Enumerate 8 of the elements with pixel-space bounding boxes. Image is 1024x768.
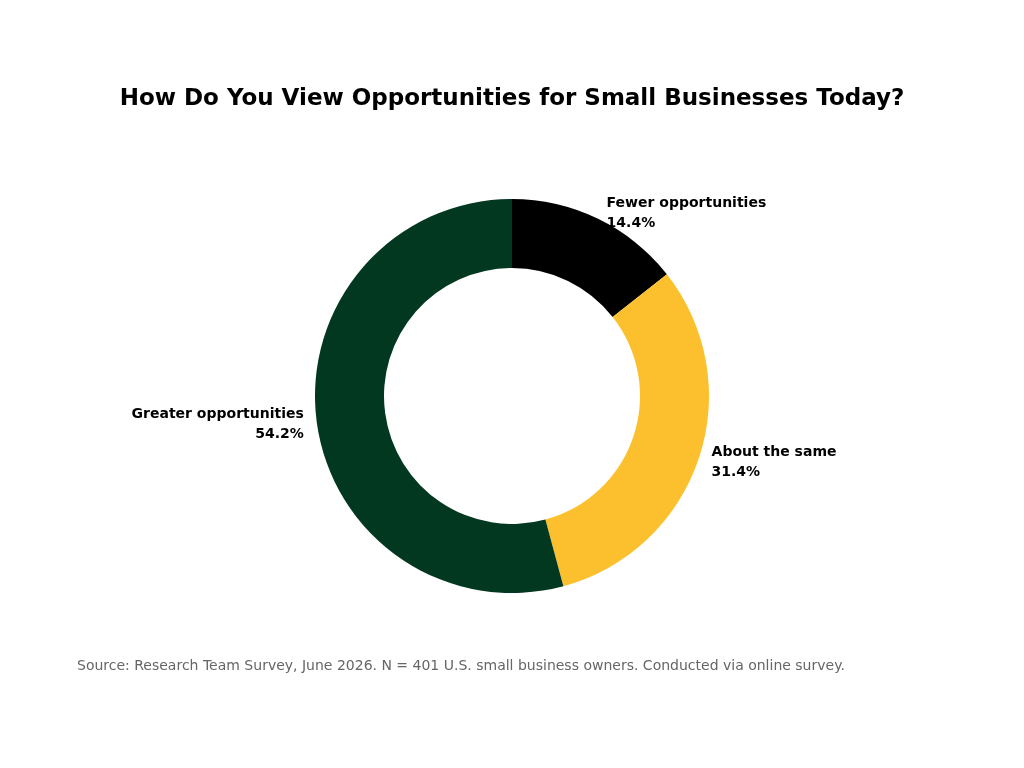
slice-label: About the same [711,442,837,459]
data-label: 31.4% [711,462,761,479]
slice-label: Greater opportunities [131,404,304,421]
data-label: 14.4% [606,213,656,230]
data-label: 54.2% [255,424,304,441]
slice-label: Fewer opportunities [606,193,767,210]
chart-title: How Do You View Opportunities for Small Businesses Today? [119,83,905,110]
source-note: Source: Research Team Survey, June 2026. N = 401 U.S. small business owners. Conducted via online survey. [77,657,845,673]
